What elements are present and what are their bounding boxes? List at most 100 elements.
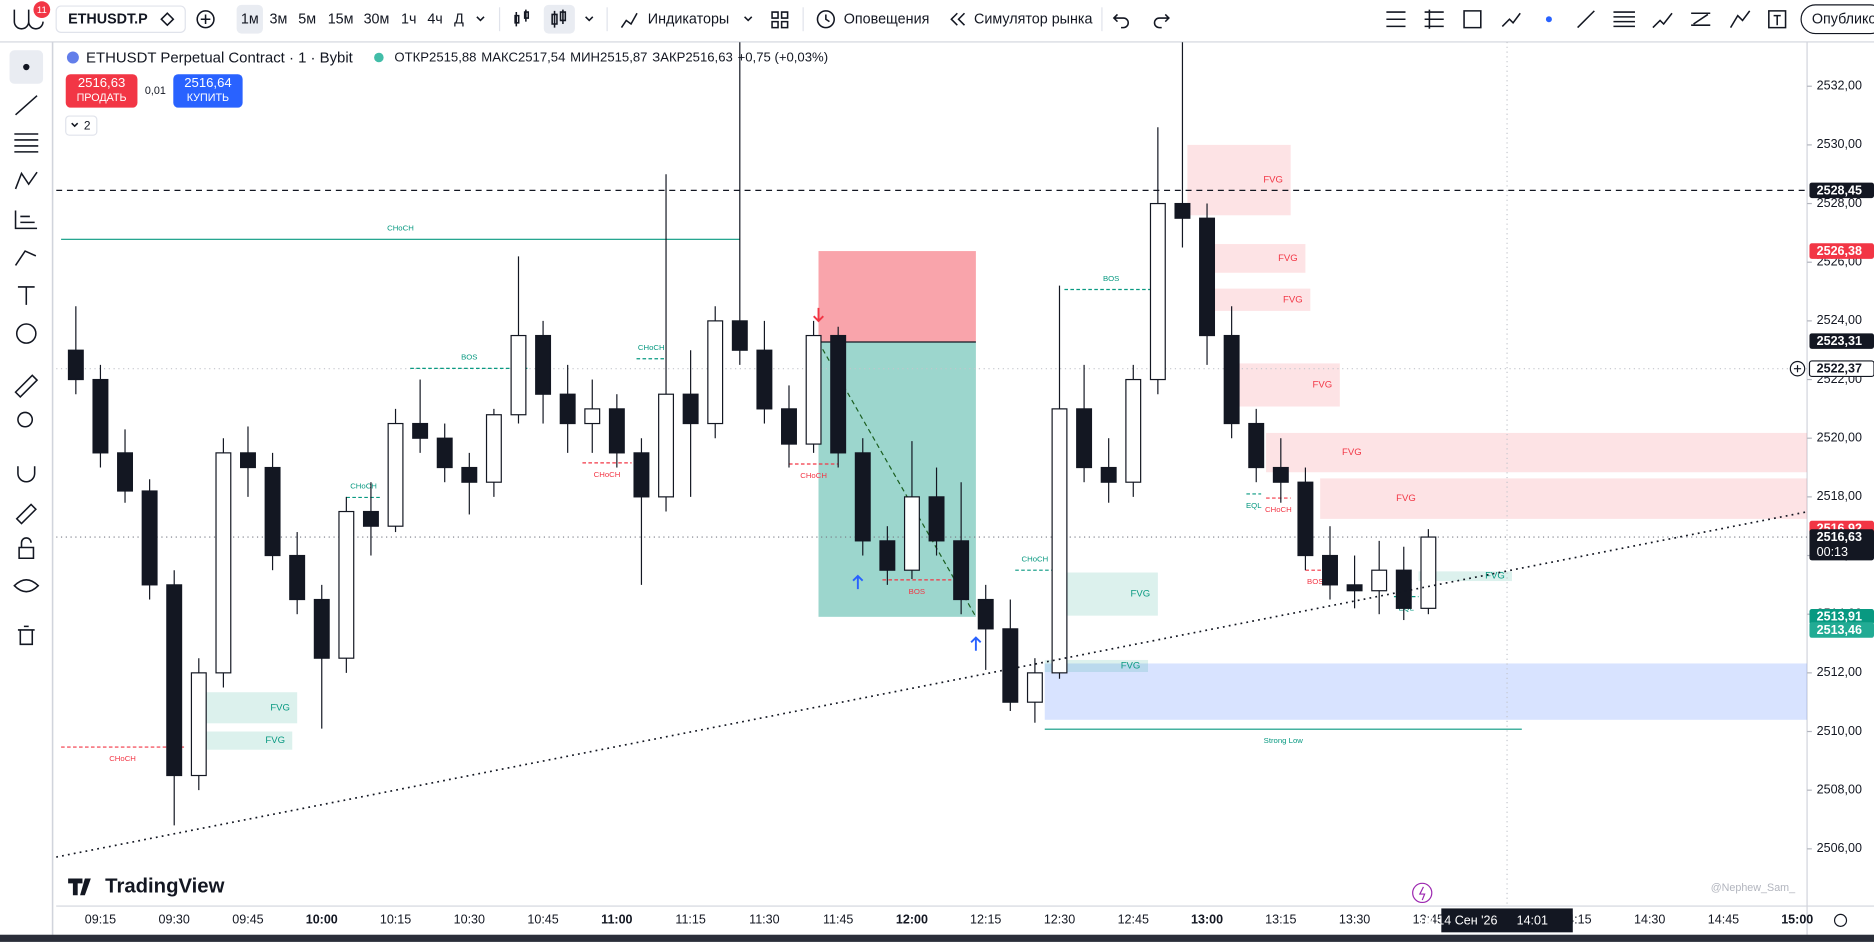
symbol-search[interactable]: ETHUSDT.P — [55, 5, 186, 33]
lock-tool[interactable] — [18, 537, 35, 560]
candles-icon[interactable] — [551, 9, 567, 28]
candle-body — [1199, 217, 1216, 337]
publish-box — [1800, 4, 1874, 35]
bars-icon[interactable] — [514, 9, 530, 27]
y-tick-label: 2508,00 — [1817, 782, 1862, 796]
candle-body — [535, 334, 552, 395]
line-tool[interactable] — [15, 95, 38, 116]
chevron[interactable] — [476, 16, 485, 22]
fvg-zone — [1202, 244, 1306, 273]
candle-body — [264, 466, 281, 557]
fib-tool[interactable] — [14, 133, 39, 153]
x-tick-label: 14:30 — [1634, 913, 1665, 927]
tool-icon[interactable] — [1729, 10, 1751, 28]
zoom-tool[interactable] — [17, 411, 34, 428]
price-label-box — [1809, 529, 1874, 561]
tool-icon[interactable] — [1501, 12, 1521, 27]
structure-label: Strong Low — [1264, 736, 1304, 745]
price-label: 2513,46 — [1817, 623, 1862, 637]
signal-arrow — [852, 574, 864, 590]
fvg-zone — [1236, 363, 1340, 407]
crosshair-time: 14:01 — [1517, 913, 1548, 927]
candle-body — [830, 334, 847, 454]
candle-body — [1002, 628, 1019, 703]
x-tick-label: 11:30 — [749, 913, 779, 927]
settings-icon[interactable] — [1833, 913, 1848, 927]
structure-label: BOS — [1307, 577, 1323, 586]
indicators-label: Индикаторы — [648, 12, 729, 28]
magnet-tool[interactable] — [17, 466, 36, 483]
structure-label: BOS — [461, 353, 477, 362]
interval[interactable]: 3м — [270, 12, 288, 28]
chevron[interactable] — [744, 16, 753, 22]
candle-body — [485, 414, 502, 483]
candle-body — [1371, 569, 1388, 592]
alerts-button[interactable]: Оповещения — [816, 10, 929, 29]
interval[interactable]: 4ч — [427, 12, 442, 28]
candle-body — [338, 510, 355, 659]
tool-icon[interactable] — [1386, 11, 1406, 28]
tool-icon[interactable] — [1463, 10, 1482, 29]
indicators-button[interactable]: Индикаторы — [620, 12, 729, 29]
layouts-icon[interactable] — [771, 11, 789, 29]
signal-arrow — [970, 636, 982, 651]
tool-icon[interactable] — [1768, 10, 1787, 29]
candle-body — [781, 408, 797, 445]
tool-icon[interactable] — [1691, 12, 1711, 26]
candle-body — [240, 452, 256, 469]
brush-tool[interactable] — [14, 250, 37, 266]
logo-button[interactable]: 11 — [13, 1, 51, 30]
icon-tool[interactable] — [15, 323, 37, 344]
interval[interactable]: Д — [454, 12, 464, 28]
fvg-label: FVG — [1283, 294, 1303, 305]
y-tick-label: 2512,00 — [1817, 665, 1862, 679]
candle-body — [1297, 481, 1314, 557]
delete-tool[interactable] — [17, 625, 35, 646]
replay-button[interactable]: Симулятор рынка — [950, 12, 1092, 28]
add-symbol[interactable] — [196, 10, 215, 29]
text-tool[interactable] — [17, 286, 35, 305]
indicators-toggle[interactable]: 2 — [65, 115, 98, 136]
y-tick-label: 2528,00 — [1817, 196, 1862, 210]
tool-icon[interactable] — [1545, 16, 1552, 23]
pattern-tool[interactable] — [14, 171, 38, 190]
measure-tool[interactable] — [14, 374, 39, 398]
lock-drawing-tool[interactable] — [15, 503, 37, 525]
x-tick-label: 12:45 — [1118, 913, 1149, 927]
fvg-zone — [198, 731, 293, 750]
tool-icon[interactable] — [1577, 10, 1595, 29]
indicators-count: 2 — [84, 118, 91, 132]
publish-button[interactable]: Опублико — [1800, 4, 1874, 35]
interval[interactable]: 1м — [241, 12, 259, 28]
undo-icon[interactable] — [1112, 13, 1129, 29]
x-tick-label: 09:45 — [232, 913, 263, 927]
interval[interactable]: 30м — [364, 12, 390, 28]
symbol: ETHUSDT.P — [68, 12, 148, 28]
position-stop — [818, 251, 976, 342]
drawing-favorites — [1386, 9, 1787, 29]
buy-box — [173, 74, 243, 108]
ohlc-label: МИН — [570, 50, 600, 65]
candle-body — [166, 584, 183, 777]
cursor-tool[interactable] — [23, 63, 30, 71]
symbol-title[interactable]: ETHUSDT Perpetual Contract · 1 · Bybit — [86, 50, 354, 67]
tool-icon[interactable] — [1652, 12, 1673, 29]
prediction-tool[interactable] — [14, 210, 38, 230]
fvg-label: FVG — [1121, 660, 1141, 671]
add-alert-icon — [1793, 365, 1802, 373]
redo-icon[interactable] — [1153, 13, 1170, 29]
top-toolbar: 11 ETHUSDT.P 1м 3м 5м 15м 30м 1ч 4ч Д Ин… — [0, 1, 1874, 43]
event-icon[interactable] — [1412, 882, 1433, 904]
buy-button[interactable]: 2516,64 КУПИТЬ — [173, 74, 243, 108]
interval[interactable]: 15м — [328, 12, 354, 28]
sell-button[interactable]: 2516,63 ПРОДАТЬ — [65, 74, 138, 108]
candle-body — [190, 672, 207, 777]
y-tick-label: 2532,00 — [1817, 79, 1862, 93]
interval[interactable]: 1ч — [401, 12, 416, 28]
tool-icon[interactable] — [1613, 11, 1635, 28]
chevron[interactable] — [585, 16, 594, 22]
interval[interactable]: 5м — [298, 12, 316, 28]
tool-icon[interactable] — [1424, 9, 1444, 29]
price-label: 2522,37 — [1817, 362, 1862, 376]
visibility-tool[interactable] — [13, 578, 40, 593]
